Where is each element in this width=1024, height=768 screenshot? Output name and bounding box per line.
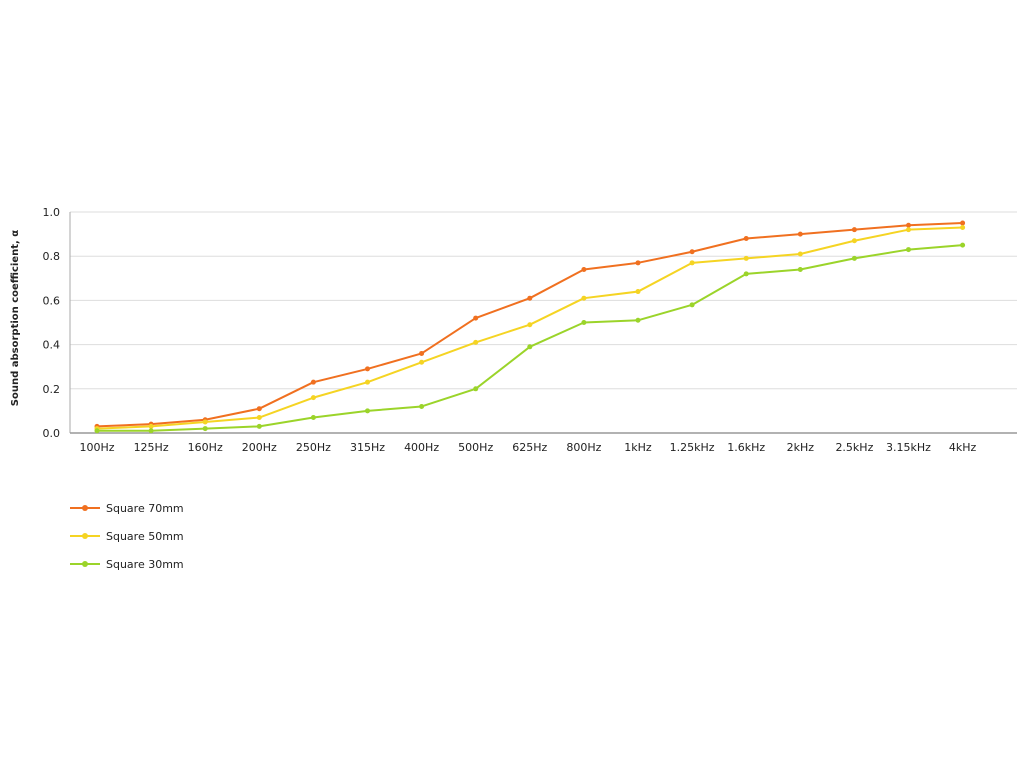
legend-item[interactable]: Square 30mm (70, 550, 184, 578)
data-point[interactable] (473, 386, 479, 392)
legend-item[interactable]: Square 70mm (70, 494, 184, 522)
data-point[interactable] (310, 379, 316, 385)
legend-swatch (70, 502, 100, 514)
data-point[interactable] (310, 395, 316, 401)
data-point[interactable] (960, 242, 966, 248)
y-tick-label: 1.0 (43, 206, 61, 219)
x-tick-label: 2kHz (787, 441, 815, 454)
data-point[interactable] (797, 266, 803, 272)
x-tick-label: 1.6kHz (727, 441, 765, 454)
data-point[interactable] (797, 231, 803, 237)
data-point[interactable] (581, 295, 587, 301)
x-tick-label: 1kHz (624, 441, 652, 454)
data-point[interactable] (797, 251, 803, 257)
x-tick-label: 2.5kHz (835, 441, 873, 454)
x-tick-label: 200Hz (242, 441, 277, 454)
data-point[interactable] (960, 224, 966, 230)
x-tick-label: 4kHz (949, 441, 977, 454)
data-point[interactable] (581, 320, 587, 325)
x-tick-labels: 100Hz 125Hz 160Hz 200Hz 250Hz 315Hz 400Hz 500Hz… (79, 441, 976, 454)
data-point[interactable] (256, 406, 262, 412)
x-tick-label: 3.15kHz (886, 441, 931, 454)
data-point[interactable] (906, 227, 911, 233)
data-point[interactable] (365, 366, 370, 372)
y-tick-label: 0.6 (43, 294, 61, 307)
data-point[interactable] (527, 344, 533, 350)
y-tick-label: 0.8 (43, 250, 61, 263)
legend-label: Square 30mm (106, 557, 184, 571)
data-point[interactable] (906, 222, 911, 228)
data-point[interactable] (419, 359, 425, 365)
series-2 (94, 242, 966, 434)
data-point[interactable] (202, 426, 208, 432)
legend-swatch (70, 530, 100, 542)
data-point[interactable] (148, 423, 154, 429)
x-tick-label: 625Hz (512, 441, 547, 454)
data-point[interactable] (94, 428, 100, 434)
data-point[interactable] (310, 415, 316, 421)
data-point[interactable] (851, 255, 857, 261)
x-tick-label: 500Hz (458, 441, 493, 454)
data-point[interactable] (256, 423, 262, 429)
x-tick-label: 100Hz (79, 441, 114, 454)
x-tick-label: 1.25kHz (670, 441, 715, 454)
data-point[interactable] (419, 350, 425, 356)
data-point[interactable] (365, 408, 370, 414)
data-point[interactable] (743, 271, 749, 277)
data-point[interactable] (960, 220, 966, 226)
x-tick-label: 125Hz (134, 441, 169, 454)
data-point[interactable] (365, 379, 370, 385)
data-point[interactable] (202, 419, 208, 425)
legend-item[interactable]: Square 50mm (70, 522, 184, 550)
data-point[interactable] (743, 236, 749, 242)
data-point[interactable] (851, 238, 857, 244)
data-point[interactable] (527, 322, 533, 328)
data-point[interactable] (419, 403, 425, 409)
legend-label: Square 50mm (106, 529, 184, 543)
data-point[interactable] (689, 302, 695, 308)
series-line (97, 244, 963, 432)
y-tick-label: 0.4 (43, 339, 61, 352)
y-tick-label: 0.2 (43, 383, 61, 396)
y-tick-labels: 0.0 0.2 0.4 0.6 0.8 1.0 (43, 206, 61, 440)
data-point[interactable] (256, 415, 262, 421)
y-axis-label: Sound absorption coefficient, α (10, 230, 21, 406)
data-point[interactable] (689, 260, 695, 266)
data-point[interactable] (473, 315, 479, 321)
series-lines (94, 220, 966, 434)
grid-lines (70, 211, 1017, 390)
data-point[interactable] (851, 227, 857, 233)
x-tick-label: 315Hz (350, 441, 385, 454)
x-tick-label: 160Hz (188, 441, 223, 454)
data-point[interactable] (148, 428, 154, 434)
x-tick-label: 800Hz (566, 441, 601, 454)
data-point[interactable] (527, 295, 533, 301)
legend-label: Square 70mm (106, 501, 184, 515)
data-point[interactable] (635, 260, 641, 266)
legend: Square 70mm Square 50mm Square 30mm (70, 494, 184, 578)
data-point[interactable] (635, 289, 641, 295)
data-point[interactable] (473, 339, 479, 345)
axes (69, 212, 1017, 434)
data-point[interactable] (635, 317, 641, 323)
data-point[interactable] (581, 266, 587, 272)
data-point[interactable] (743, 255, 749, 261)
series-line (96, 226, 963, 430)
y-tick-label: 0.0 (43, 427, 61, 440)
data-point[interactable] (906, 247, 911, 253)
legend-swatch (70, 558, 100, 570)
x-tick-label: 400Hz (404, 441, 439, 454)
data-point[interactable] (689, 249, 695, 255)
x-tick-label: 250Hz (296, 441, 331, 454)
